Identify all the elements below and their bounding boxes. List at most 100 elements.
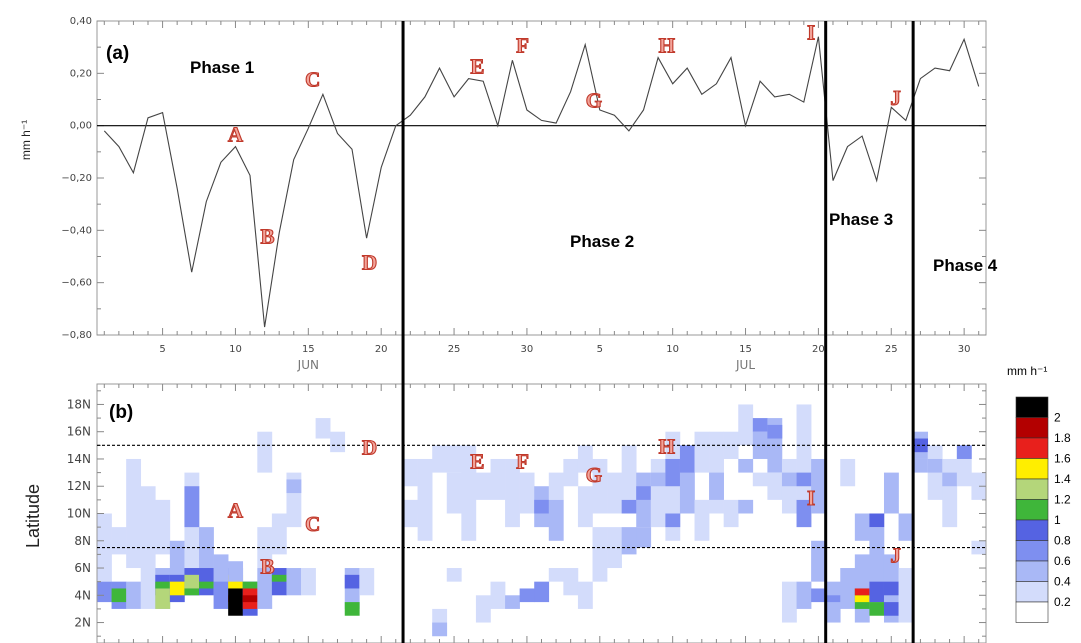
heatmap-cell bbox=[811, 458, 826, 514]
colorbar: 2 1.8 1.6 1.4 1.2 1 0.8 0.6 0.4 0.2 bbox=[1015, 396, 1071, 623]
panel-b-ytick-label: 14N bbox=[67, 452, 91, 466]
heatmap-cell bbox=[942, 458, 958, 528]
colorbar-label: 0.2 bbox=[1054, 595, 1071, 609]
heatmap-cell bbox=[621, 527, 637, 555]
colorbar-swatch bbox=[1015, 499, 1049, 521]
heatmap-cell bbox=[490, 458, 506, 500]
heatmap-cell bbox=[446, 445, 462, 473]
event-marker-B: B bbox=[261, 554, 275, 578]
heatmap-cell bbox=[242, 595, 258, 603]
heatmap-cell bbox=[752, 431, 768, 459]
heatmap-cell bbox=[811, 588, 826, 603]
panel-a-xtick-label: 10 bbox=[666, 344, 679, 355]
heatmap-cell bbox=[694, 499, 710, 541]
colorbar-swatch bbox=[1015, 519, 1049, 541]
phase-boundaries bbox=[401, 21, 915, 643]
heatmap-cell bbox=[883, 602, 899, 616]
heatmap-cell bbox=[271, 574, 287, 582]
heatmap-cell bbox=[359, 568, 375, 596]
heatmap-cell bbox=[752, 472, 768, 487]
panel-b-ytick-labels: 18N 16N 14N 12N 10N 8N 6N 4N 2N bbox=[67, 397, 91, 629]
heatmap-cell bbox=[796, 472, 812, 487]
heatmap-cell bbox=[286, 479, 302, 494]
heatmap-cell bbox=[228, 561, 244, 582]
event-marker-G: G bbox=[586, 89, 602, 113]
panel-a-label: (a) bbox=[106, 43, 129, 64]
panel-b-ytick-label: 10N bbox=[67, 507, 91, 521]
heatmap-cell bbox=[490, 581, 506, 609]
event-marker-I: I bbox=[807, 486, 815, 510]
colorbar-label: 2 bbox=[1054, 411, 1061, 425]
heatmap-cell bbox=[155, 581, 171, 589]
colorbar-swatch bbox=[1015, 396, 1049, 418]
heatmap-cell bbox=[723, 431, 739, 459]
heatmap-cell bbox=[869, 581, 885, 603]
heatmap-cell bbox=[184, 574, 200, 589]
panel-a-xtick-label: 30 bbox=[521, 344, 534, 355]
panel-a-ytick-label: −0,20 bbox=[61, 173, 92, 184]
heatmap-cell bbox=[184, 588, 200, 596]
event-marker-F: F bbox=[516, 449, 529, 473]
heatmap-cell bbox=[898, 568, 914, 623]
heatmap-cell bbox=[417, 486, 433, 514]
heatmap-cell bbox=[825, 595, 841, 603]
heatmap-cell bbox=[461, 458, 477, 473]
panel-a-xtick-label: 20 bbox=[812, 344, 825, 355]
colorbar-label: 1 bbox=[1054, 513, 1061, 527]
panel-a-xtick-label: 30 bbox=[958, 344, 971, 355]
panel-b-ytick-label: 2N bbox=[74, 616, 91, 630]
heatmap-cell bbox=[854, 554, 870, 623]
panel-a-xtick-label: 15 bbox=[302, 344, 315, 355]
panel-b-ytick-label: 18N bbox=[67, 397, 91, 411]
heatmap-cell bbox=[621, 445, 637, 500]
event-marker-C: C bbox=[305, 68, 320, 92]
heatmap-cell bbox=[257, 568, 273, 609]
heatmap-cell bbox=[155, 499, 171, 555]
heatmap-cell bbox=[403, 458, 418, 487]
panel-a-xtick-label: 20 bbox=[375, 344, 388, 355]
colorbar-title: mm h⁻¹ bbox=[1007, 364, 1047, 378]
heatmap-cell bbox=[665, 458, 681, 487]
event-marker-J: J bbox=[890, 86, 901, 110]
colorbar-swatch bbox=[1015, 478, 1049, 500]
heatmap-cell bbox=[883, 581, 899, 596]
heatmap-cell bbox=[840, 568, 856, 609]
panel-b-event-markers: A B C D E F G H I J bbox=[227, 434, 901, 579]
panel-a-event-markers: A B C D E F G H I J bbox=[227, 20, 901, 275]
heatmap-cell bbox=[971, 472, 987, 500]
heatmap-cell bbox=[344, 574, 360, 589]
panel-a-ytick-label: −0,80 bbox=[61, 330, 92, 341]
heatmap-cell bbox=[111, 588, 127, 603]
heatmap-cell bbox=[534, 499, 550, 514]
heatmap-cell bbox=[679, 458, 695, 514]
event-marker-E: E bbox=[470, 54, 484, 78]
heatmap-cell bbox=[257, 431, 273, 473]
panel-a-xtick-label: 15 bbox=[739, 344, 752, 355]
event-marker-J: J bbox=[890, 543, 901, 567]
panel-a-ytick-label: −0,60 bbox=[61, 278, 92, 289]
colorbar-label: 0.6 bbox=[1054, 554, 1071, 568]
panel-a-ytick-label: −0,40 bbox=[61, 225, 92, 236]
heatmap-cell bbox=[840, 458, 856, 487]
heatmap-cell bbox=[199, 581, 214, 589]
panel-b-ytick-label: 6N bbox=[74, 561, 91, 575]
heatmap-cell bbox=[548, 499, 564, 541]
heatmap-cell bbox=[621, 499, 637, 514]
heatmap-cell bbox=[446, 568, 462, 582]
heatmap-cell bbox=[126, 581, 142, 609]
panel-a-ytick-label: 0,40 bbox=[70, 16, 92, 27]
heatmap-cell bbox=[213, 581, 229, 609]
colorbar-label: 0.8 bbox=[1054, 534, 1071, 548]
heatmap-cell bbox=[869, 513, 885, 528]
colorbar-label: 0.4 bbox=[1054, 575, 1071, 589]
phase-2-label: Phase 2 bbox=[570, 232, 634, 251]
heatmap-cell bbox=[738, 499, 754, 514]
colorbar-swatch bbox=[1015, 560, 1049, 582]
panel-a-xtick-label: 5 bbox=[159, 344, 165, 355]
panel-a-ytick-labels: 0,40 0,20 0,00 −0,20 −0,40 −0,60 −0,80 bbox=[61, 16, 92, 341]
panel-a-series-line bbox=[103, 36, 980, 328]
heatmap-cell bbox=[548, 568, 564, 582]
heatmap-cell bbox=[869, 602, 885, 616]
heatmap-cell bbox=[577, 581, 593, 609]
